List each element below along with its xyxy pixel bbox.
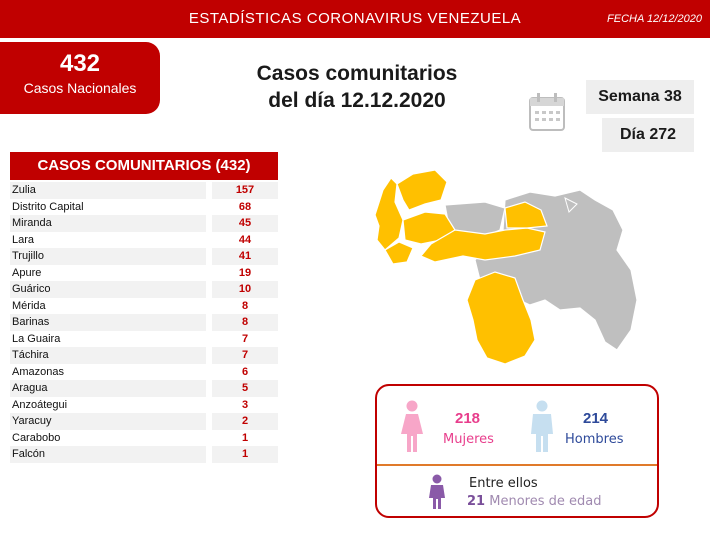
state-name: Carabobo (10, 429, 206, 446)
among-them-label: Entre ellos (469, 476, 538, 491)
state-name: Falcón (10, 446, 206, 463)
day-label: Día 272 (619, 126, 677, 143)
state-name: Aragua (10, 380, 206, 397)
week-label: Semana 38 (598, 88, 682, 105)
state-name: Yaracuy (10, 413, 206, 430)
state-name: La Guaira (10, 330, 206, 347)
table-row: Trujillo 41 (10, 248, 278, 265)
national-cases-badge: 432 Casos Nacionales (0, 42, 160, 114)
table-row: La Guaira 7 (10, 330, 278, 347)
women-label: Mujeres (443, 432, 494, 447)
minors-label: Menores de edad (489, 494, 602, 509)
state-name: Trujillo (10, 248, 206, 265)
state-name: Apure (10, 264, 206, 281)
report-date: FECHA 12/12/2020 (607, 13, 702, 25)
woman-icon (401, 400, 423, 452)
men-count: 214 (583, 410, 609, 427)
page-heading: Casos comunitarios del día 12.12.2020 (222, 60, 492, 114)
table-row: Amazonas 6 (10, 363, 278, 380)
heading-line-1: Casos comunitarios (256, 62, 458, 85)
state-cases: 19 (206, 264, 278, 281)
state-cases: 7 (206, 330, 278, 347)
cases-table-title: CASOS COMUNITARIOS (432) (10, 152, 278, 180)
venezuela-map (374, 169, 638, 365)
state-cases: 68 (206, 198, 278, 215)
panel-divider (377, 464, 657, 466)
top-banner: ESTADÍSTICAS CORONAVIRUS VENEZUELA FECHA… (0, 0, 710, 38)
cases-table: Zulia 157 Distrito Capital 68 Miranda 45 Lara 4… (10, 182, 278, 463)
state-name: Miranda (10, 215, 206, 232)
minors-line: 21 Menores de edad (467, 494, 601, 509)
report-title: ESTADÍSTICAS CORONAVIRUS VENEZUELA (188, 10, 522, 27)
child-icon (429, 474, 445, 509)
week-box: Semana 38 (586, 80, 694, 114)
state-name: Anzoátegui (10, 396, 206, 413)
state-cases: 5 (206, 380, 278, 397)
table-row: Táchira 7 (10, 347, 278, 364)
state-cases: 1 (206, 429, 278, 446)
national-cases-count: 432 (59, 50, 101, 77)
table-row: Aragua 5 (10, 380, 278, 397)
table-row: Barinas 8 (10, 314, 278, 331)
state-name: Táchira (10, 347, 206, 364)
state-name: Barinas (10, 314, 206, 331)
state-cases: 7 (206, 347, 278, 364)
minors-count: 21 (467, 494, 486, 509)
table-row: Guárico 10 (10, 281, 278, 298)
heading-line-2: del día 12.12.2020 (268, 89, 446, 112)
table-row: Anzoátegui 3 (10, 396, 278, 413)
state-name: Distrito Capital (10, 198, 206, 215)
state-cases: 45 (206, 215, 278, 232)
state-cases: 3 (206, 396, 278, 413)
state-cases: 8 (206, 314, 278, 331)
table-row: Distrito Capital 68 (10, 198, 278, 215)
state-name: Zulia (10, 182, 206, 199)
table-row: Yaracuy 2 (10, 413, 278, 430)
table-row: Carabobo 1 (10, 429, 278, 446)
table-row: Miranda 45 (10, 215, 278, 232)
state-cases: 157 (206, 182, 278, 199)
table-row: Lara 44 (10, 231, 278, 248)
day-box: Día 272 (602, 118, 694, 152)
state-name: Amazonas (10, 363, 206, 380)
state-cases: 10 (206, 281, 278, 298)
state-cases: 8 (206, 297, 278, 314)
state-name: Mérida (10, 297, 206, 314)
table-row: Falcón 1 (10, 446, 278, 463)
table-row: Mérida 8 (10, 297, 278, 314)
table-row: Apure 19 (10, 264, 278, 281)
national-cases-label: Casos Nacionales (23, 80, 137, 96)
state-cases: 1 (206, 446, 278, 463)
men-label: Hombres (565, 432, 624, 447)
man-icon (531, 400, 553, 452)
state-cases: 44 (206, 231, 278, 248)
state-name: Guárico (10, 281, 206, 298)
demographics-panel: 218 Mujeres 214 Hombres Entre ellos 21 M… (375, 384, 659, 518)
women-count: 218 (455, 410, 481, 427)
table-row: Zulia 157 (10, 182, 278, 199)
state-cases: 2 (206, 413, 278, 430)
calendar-icon (529, 93, 565, 131)
state-cases: 6 (206, 363, 278, 380)
state-cases: 41 (206, 248, 278, 265)
state-name: Lara (10, 231, 206, 248)
